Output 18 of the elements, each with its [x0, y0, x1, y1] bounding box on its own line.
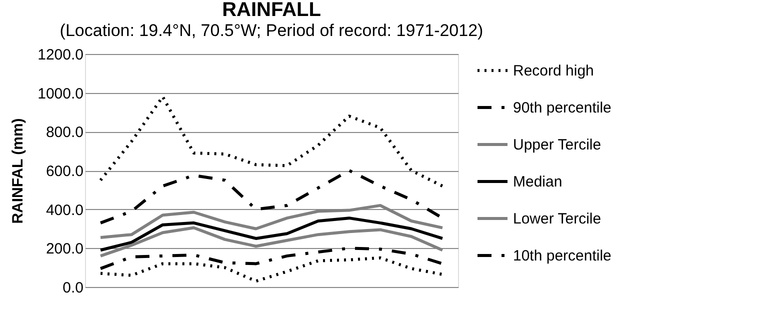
- y-tick-label: 1200.0: [38, 46, 84, 64]
- line-series: [99, 95, 444, 188]
- chart-subtitle: (Location: 19.4°N, 70.5°W; Period of record: 1971-2012): [60, 21, 484, 40]
- legend-label: 90th percentile: [513, 100, 612, 116]
- y-tick-label: 1000.0: [38, 85, 84, 102]
- y-tick-label: 800.0: [46, 124, 84, 142]
- legend-label: Record high: [513, 62, 594, 80]
- y-tick-label: 0.0: [62, 280, 84, 296]
- y-tick-label: 200.0: [46, 240, 84, 258]
- legend-label: Lower Tercile: [513, 210, 602, 228]
- legend-label: 10th percentile: [513, 248, 612, 264]
- y-axis-title: RAINFAL (mm): [10, 118, 27, 224]
- y-tick-label: 600.0: [46, 163, 84, 180]
- y-tick-label: 400.0: [46, 202, 84, 219]
- legend-label: Upper Tercile: [513, 136, 602, 154]
- chart-title: RAINFALL: [222, 0, 321, 21]
- line-series: [99, 216, 444, 252]
- legend-label: Median: [513, 174, 562, 190]
